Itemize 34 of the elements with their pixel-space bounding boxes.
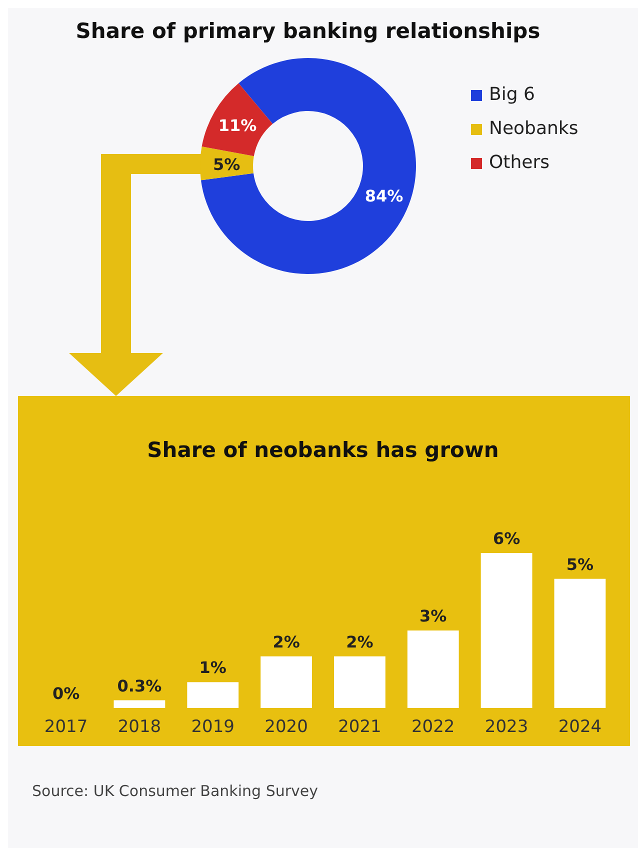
data-label: 2% — [272, 632, 300, 652]
legend-label: Others — [489, 152, 550, 173]
bar — [260, 656, 312, 708]
bar — [114, 700, 166, 708]
chart-title: Share of neobanks has grown — [147, 438, 499, 462]
bar — [480, 553, 532, 708]
data-label: 2% — [346, 632, 374, 652]
data-label: 0% — [52, 684, 80, 703]
bar — [334, 656, 386, 708]
data-label: 84% — [364, 186, 404, 206]
data-label: 11% — [218, 116, 257, 136]
x-tick-label: 2019 — [191, 717, 235, 737]
bar — [187, 682, 239, 708]
bar — [554, 578, 606, 708]
x-tick-label: 2018 — [118, 717, 162, 737]
bar — [407, 630, 459, 708]
legend-label: Neobanks — [489, 118, 578, 139]
x-tick-label: 2020 — [264, 717, 308, 737]
data-label: 6% — [492, 529, 520, 548]
x-tick-label: 2017 — [44, 717, 88, 737]
source-note: Source: UK Consumer Banking Survey — [32, 782, 318, 800]
data-label: 3% — [420, 606, 447, 626]
chart-title: Share of primary banking relationships — [76, 19, 540, 43]
data-label: 5% — [212, 155, 240, 174]
data-label: 1% — [199, 658, 226, 678]
x-tick-label: 2023 — [484, 717, 528, 737]
data-label: 0.3% — [117, 676, 162, 696]
x-tick-label: 2022 — [411, 717, 455, 737]
data-label: 5% — [566, 554, 594, 574]
x-tick-label: 2021 — [338, 717, 382, 737]
donut-slice — [202, 83, 273, 156]
donut-slice — [200, 58, 416, 274]
legend-label: Big 6 — [489, 84, 535, 105]
x-tick-label: 2024 — [558, 717, 602, 737]
